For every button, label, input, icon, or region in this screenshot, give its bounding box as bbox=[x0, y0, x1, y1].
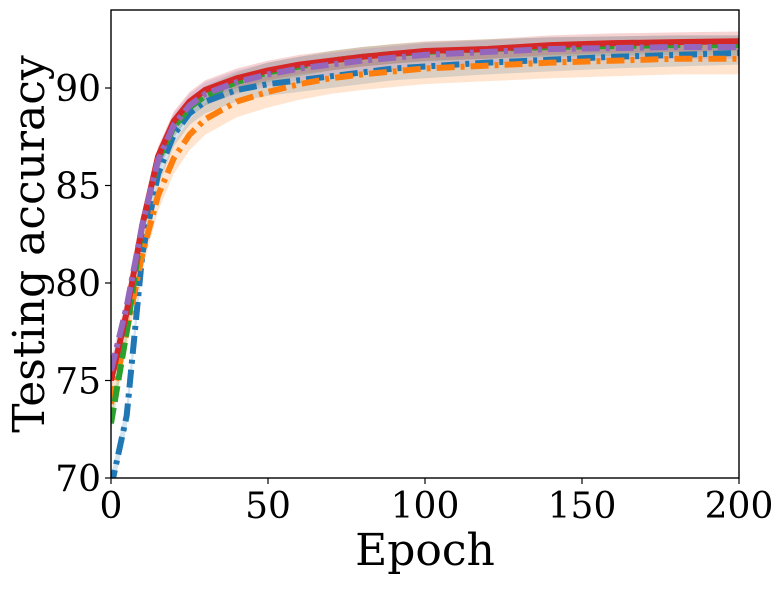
y-axis-ticks: 70 75 80 85 90 bbox=[55, 69, 111, 500]
series-5-line bbox=[111, 44, 739, 372]
y-tick-label: 75 bbox=[55, 362, 101, 403]
y-axis-label: Testing accuracy bbox=[4, 55, 55, 433]
y-tick-label: 90 bbox=[55, 69, 101, 110]
y-tick-label: 85 bbox=[55, 167, 101, 208]
confidence-bands bbox=[111, 31, 739, 478]
x-tick-label: 150 bbox=[548, 486, 617, 527]
series-lines bbox=[111, 38, 739, 478]
x-tick-label: 50 bbox=[245, 486, 291, 527]
x-axis-label: Epoch bbox=[355, 525, 495, 576]
x-tick-label: 0 bbox=[100, 486, 123, 527]
x-axis-ticks: 0 50 100 150 200 bbox=[100, 478, 774, 527]
y-tick-label: 70 bbox=[55, 459, 101, 500]
x-tick-label: 200 bbox=[705, 486, 774, 527]
series-2-line bbox=[111, 55, 739, 405]
x-tick-label: 100 bbox=[391, 486, 460, 527]
y-tick-label: 80 bbox=[55, 264, 101, 305]
